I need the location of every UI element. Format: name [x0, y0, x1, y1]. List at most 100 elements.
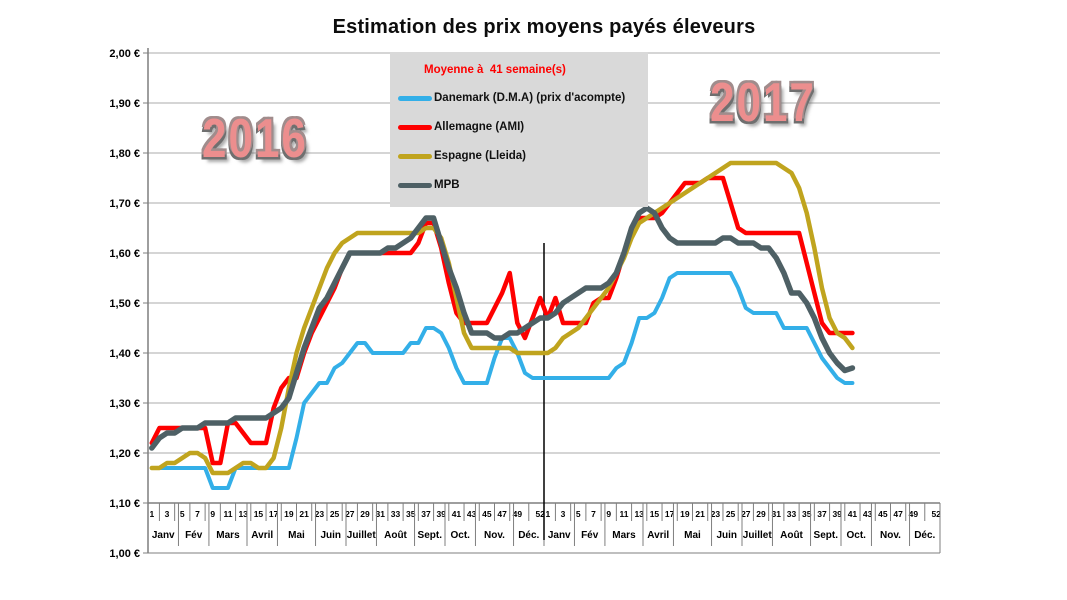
allemagne-line-swatch: [398, 124, 432, 130]
series-line-1: [149, 175, 855, 466]
week-label: 27: [741, 509, 751, 519]
week-label: 35: [802, 509, 812, 519]
month-label: Déc.: [518, 530, 539, 541]
month-label: Mars: [612, 530, 636, 541]
week-label: 21: [695, 509, 705, 519]
legend-item-espagne: Espagne (Lleida): [398, 149, 640, 163]
week-label: 21: [299, 509, 309, 519]
year-label-2017: 2017: [710, 72, 816, 134]
legend-item-allemagne: Allemagne (AMI): [398, 120, 640, 134]
week-label: 33: [391, 509, 401, 519]
espagne-line-swatch: [398, 153, 432, 159]
month-label: Nov.: [484, 530, 505, 541]
month-label: Janv: [548, 530, 571, 541]
legend-label-danemark: Danemark (D.M.A) (prix d'acompte): [434, 92, 626, 104]
week-label: 25: [726, 509, 736, 519]
series-line-0: [149, 271, 855, 490]
week-label: 45: [878, 509, 888, 519]
week-label: 39: [436, 509, 446, 519]
month-label: Oct.: [847, 530, 867, 541]
week-label: 52: [535, 509, 545, 519]
series-line-3: [149, 205, 856, 451]
legend-label-espagne: Espagne (Lleida): [434, 150, 527, 162]
series-line-2: [149, 160, 855, 476]
danemark-line-swatch: [398, 95, 432, 101]
month-label: Août: [780, 530, 803, 541]
week-label: 41: [452, 509, 462, 519]
week-label: 17: [665, 509, 675, 519]
week-label: 29: [360, 509, 370, 519]
legend-box: Moyenne à 41 semaine(s) Danemark (D.M.A)…: [390, 52, 648, 207]
y-axis-label: 1,10 €: [109, 498, 140, 510]
legend-label-mpb: MPB: [434, 179, 460, 191]
week-label: 37: [421, 509, 431, 519]
week-label: 3: [561, 509, 566, 519]
y-axis-label: 1,00 €: [109, 548, 140, 560]
month-label: Juin: [320, 530, 341, 541]
month-label: Août: [384, 530, 407, 541]
y-axis-label: 2,00 €: [109, 48, 140, 60]
week-label: 52: [931, 509, 941, 519]
month-label: Janv: [152, 530, 175, 541]
month-label: Juillet: [743, 530, 773, 541]
week-label: 3: [165, 509, 170, 519]
week-label: 41: [848, 509, 858, 519]
month-label: Déc.: [914, 530, 935, 541]
week-label: 49: [909, 509, 919, 519]
week-label: 31: [376, 509, 386, 519]
y-axis-label: 1,20 €: [109, 448, 140, 460]
month-label: Juillet: [347, 530, 377, 541]
week-label: 1: [545, 509, 550, 519]
week-label: 31: [772, 509, 782, 519]
month-label: Sept.: [814, 530, 839, 541]
week-label: 43: [467, 509, 477, 519]
week-label: 17: [269, 509, 279, 519]
y-axis-label: 1,30 €: [109, 398, 140, 410]
month-label: Sept.: [418, 530, 443, 541]
week-label: 23: [711, 509, 721, 519]
week-label: 11: [223, 509, 232, 519]
week-label: 43: [863, 509, 873, 519]
y-axis-label: 1,70 €: [109, 198, 140, 210]
week-label: 19: [284, 509, 294, 519]
week-label: 39: [832, 509, 842, 519]
legend-item-danemark: Danemark (D.M.A) (prix d'acompte): [398, 91, 640, 105]
y-axis-label: 1,80 €: [109, 148, 140, 160]
year-label-2016: 2016: [202, 108, 308, 170]
month-label: Fév: [581, 530, 599, 541]
week-label: 27: [345, 509, 355, 519]
week-label: 1: [149, 509, 154, 519]
month-label: Fév: [185, 530, 203, 541]
y-axis-label: 1,90 €: [109, 98, 140, 110]
week-label: 13: [634, 509, 644, 519]
week-label: 15: [650, 509, 660, 519]
month-label: Mars: [216, 530, 240, 541]
month-label: Mai: [288, 530, 305, 541]
week-label: 9: [606, 509, 611, 519]
week-label: 35: [406, 509, 416, 519]
month-label: Mai: [684, 530, 701, 541]
week-label: 19: [680, 509, 690, 519]
chart-title: Estimation des prix moyens payés éleveur…: [332, 16, 756, 38]
month-label: Avril: [251, 530, 273, 541]
week-label: 5: [180, 509, 185, 519]
week-label: 11: [619, 509, 628, 519]
mpb-line-swatch: [398, 182, 432, 188]
week-label: 49: [513, 509, 523, 519]
week-label: 33: [787, 509, 797, 519]
week-label: 15: [254, 509, 264, 519]
week-label: 25: [330, 509, 340, 519]
week-label: 7: [195, 509, 200, 519]
week-label: 37: [817, 509, 827, 519]
month-label: Avril: [647, 530, 669, 541]
week-label: 47: [497, 509, 507, 519]
legend-item-mpb: MPB: [398, 178, 640, 192]
y-axis-label: 1,50 €: [109, 298, 140, 310]
legend-title: Moyenne à 41 semaine(s): [424, 64, 566, 76]
week-label: 7: [591, 509, 596, 519]
month-label: Juin: [716, 530, 737, 541]
week-label: 9: [210, 509, 215, 519]
y-axis-label: 1,60 €: [109, 248, 140, 260]
week-label: 13: [238, 509, 248, 519]
week-label: 23: [315, 509, 325, 519]
